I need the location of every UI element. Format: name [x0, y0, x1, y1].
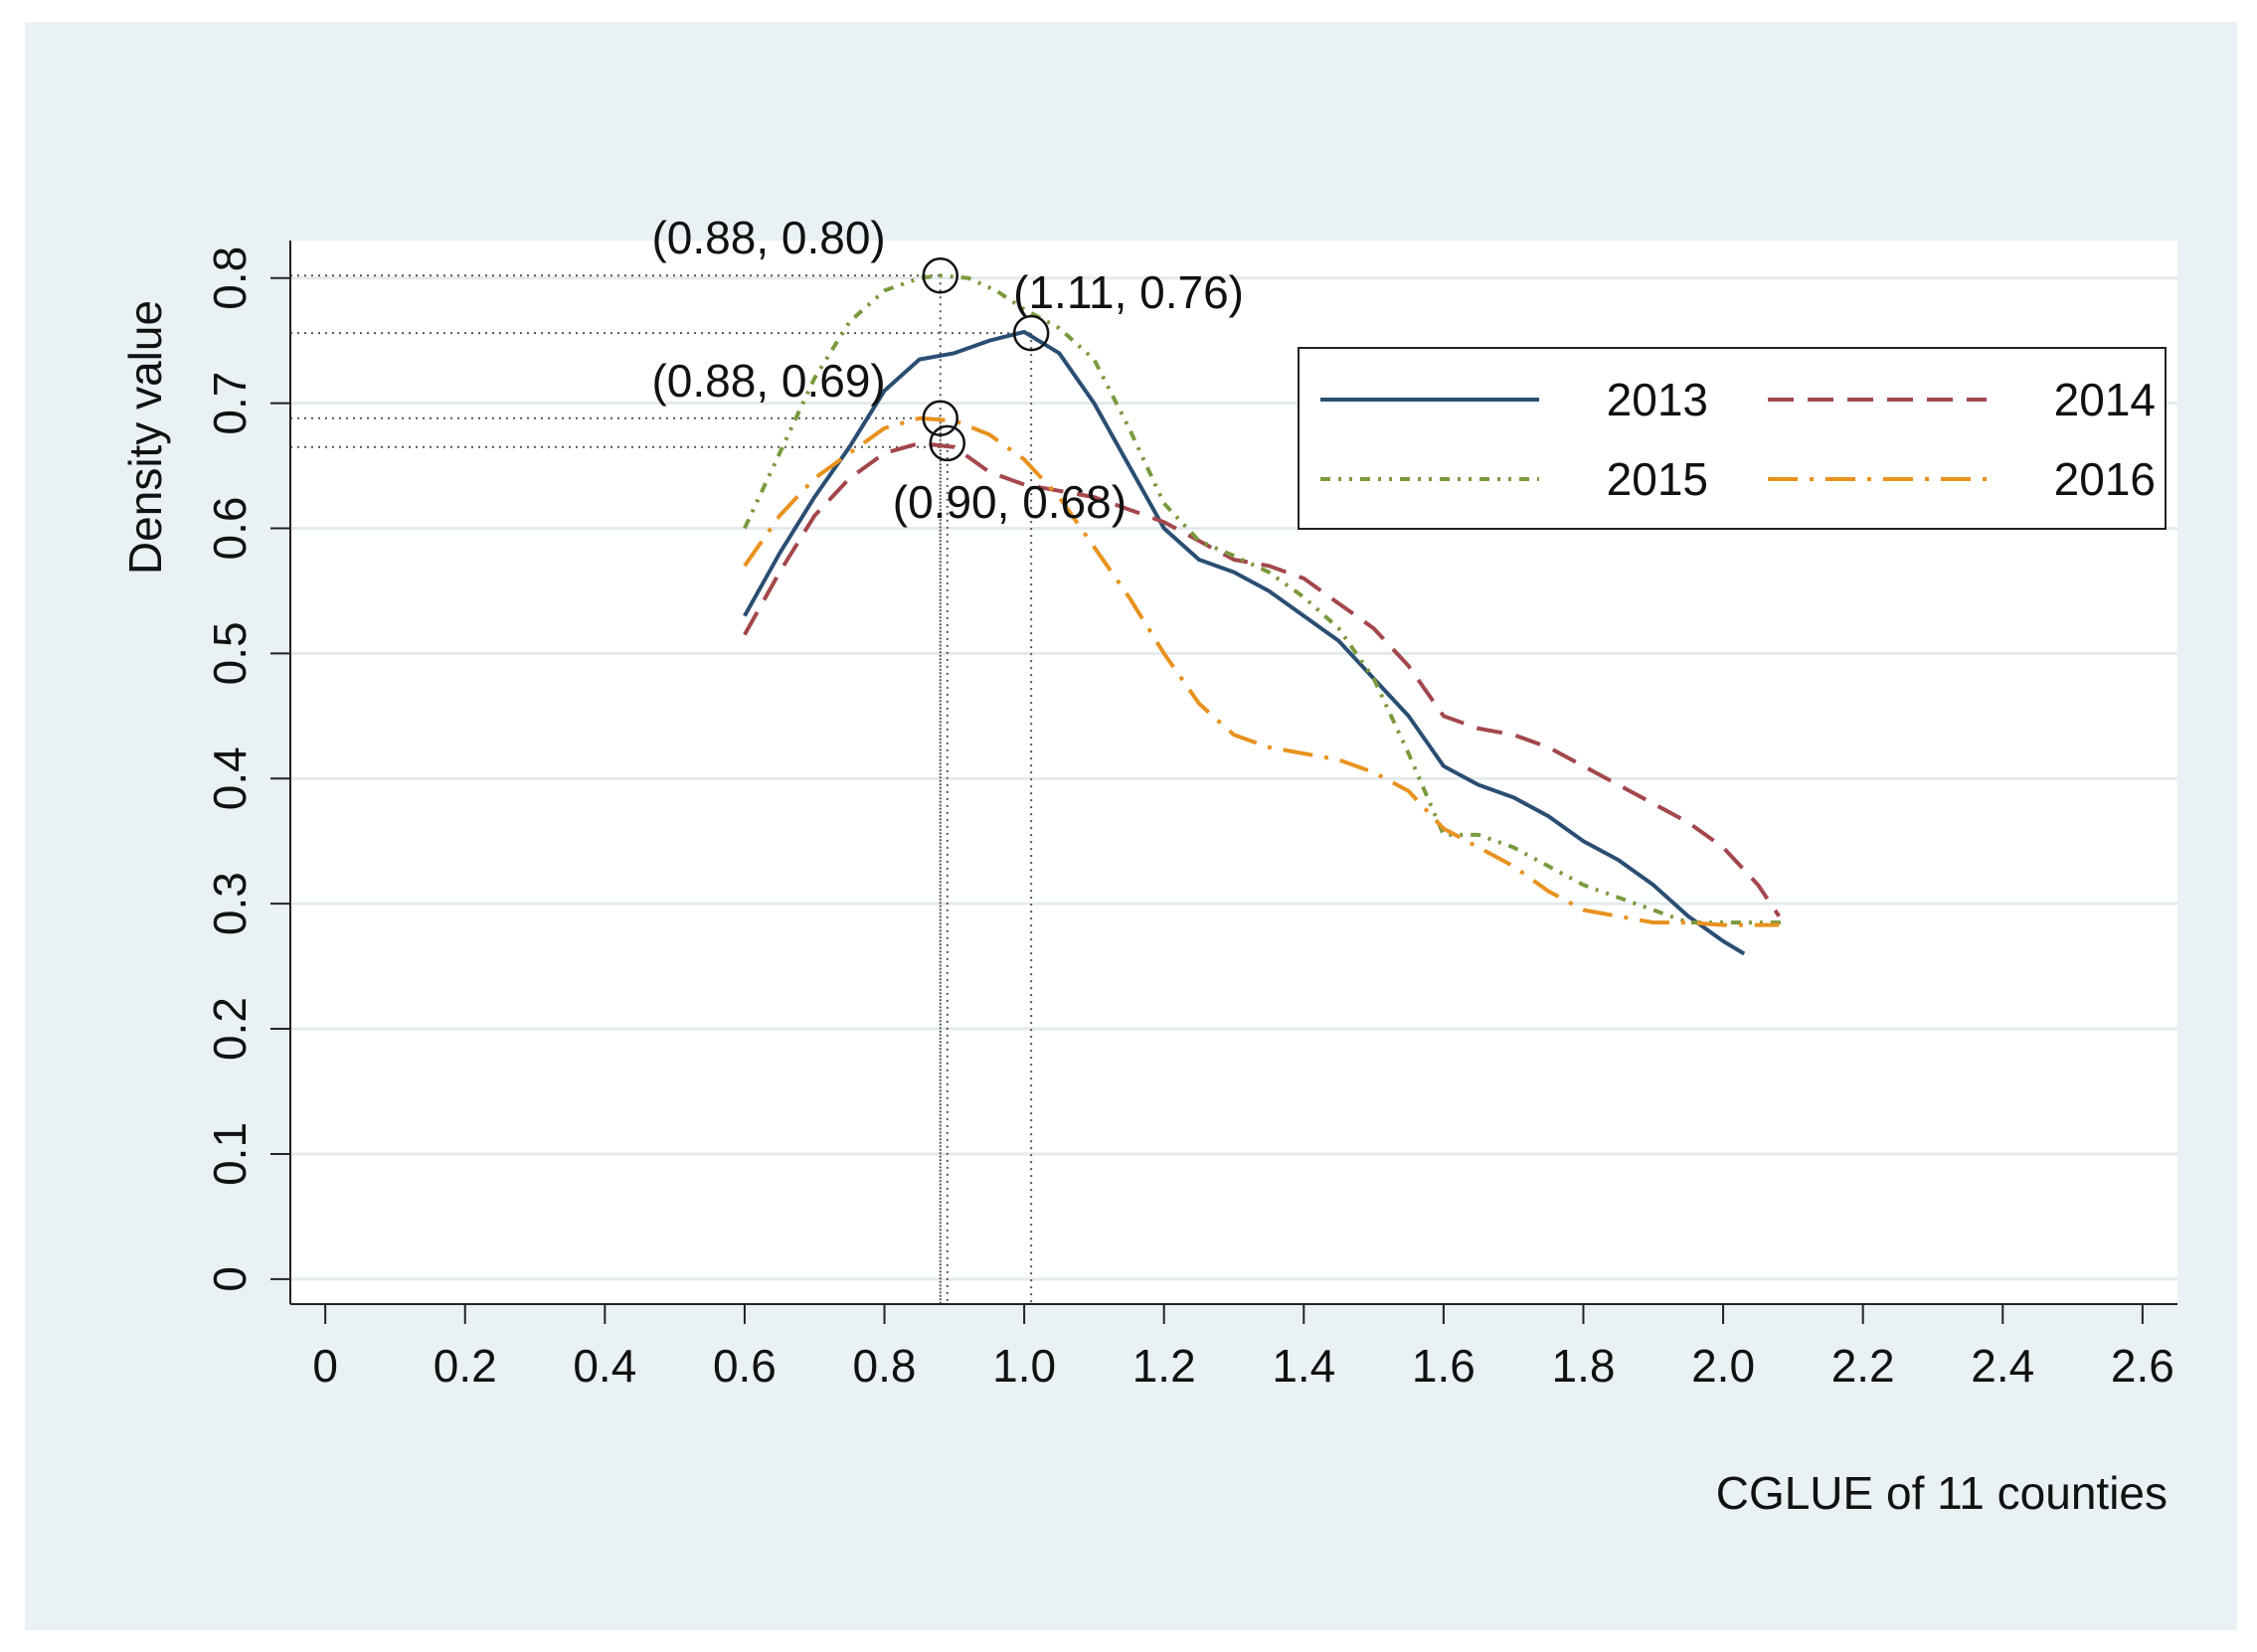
- legend-entries: 2013 2014 2015 2016: [1320, 374, 2156, 505]
- series-line-2013: [743, 329, 1746, 956]
- annotation-label-3: (0.90, 0.68): [893, 476, 1127, 528]
- x-tick-label: 2.6: [2111, 1340, 2174, 1392]
- peak-marker-2: [922, 400, 959, 437]
- x-tick-label: 1.8: [1552, 1340, 1616, 1392]
- x-tick-label: 0.6: [713, 1340, 777, 1392]
- x-tick-label: 1.2: [1132, 1340, 1196, 1392]
- annotation-label-0: (0.88, 0.80): [651, 212, 885, 263]
- x-tick-label: 0.8: [853, 1340, 917, 1392]
- peak-marker-0: [922, 256, 959, 294]
- x-axis-ticks: 0 0.2 0.4 0.6 0.8 1.0 1.2 1.4 1.6 1.8 2.0 2.2 2.4 2.6: [312, 1304, 2174, 1392]
- legend-label-2014: 2014: [2054, 374, 2156, 425]
- x-tick-label: 0.4: [573, 1340, 636, 1392]
- legend-box: [1298, 347, 2167, 530]
- annotation-label-1: (1.11, 0.76): [1013, 266, 1244, 318]
- annotation-guides: [290, 274, 1033, 1304]
- y-tick-label: 0: [204, 1266, 256, 1292]
- x-tick-label: 0.2: [434, 1340, 497, 1392]
- peak-markers: [922, 256, 1050, 462]
- y-tick-label: 0.8: [204, 247, 256, 310]
- x-tick-label: 2.2: [1831, 1340, 1895, 1392]
- annotation-label-2: (0.88, 0.69): [651, 355, 885, 407]
- series-line-2016: [743, 415, 1780, 927]
- annotation-labels: (0.88, 0.80) (1.11, 0.76) (0.88, 0.69) (0.9…: [651, 212, 1243, 528]
- x-tick-label: 1.0: [992, 1340, 1056, 1392]
- x-tick-label: 2.0: [1691, 1340, 1755, 1392]
- series-line-2014: [743, 440, 1781, 917]
- y-axis-ticks: 0 0.1 0.2 0.3 0.4 0.5 0.6 0.7 0.8: [204, 247, 290, 1292]
- y-tick-label: 0.4: [204, 746, 256, 810]
- legend-label-2013: 2013: [1607, 374, 1708, 425]
- legend: 2013 2014 2015 2016: [1298, 347, 2167, 530]
- legend-label-2015: 2015: [1607, 453, 1708, 505]
- x-axis-label: CGLUE of 11 counties: [1716, 1467, 2168, 1519]
- y-tick-label: 0.2: [204, 997, 256, 1061]
- y-tick-label: 0.3: [204, 872, 256, 935]
- y-tick-label: 0.6: [204, 497, 256, 561]
- y-tick-label: 0.7: [204, 372, 256, 435]
- x-tick-label: 2.4: [1971, 1340, 2034, 1392]
- x-tick-label: 1.6: [1412, 1340, 1476, 1392]
- x-tick-label: 0: [312, 1340, 338, 1392]
- legend-label-2016: 2016: [2054, 453, 2156, 505]
- y-axis-label: Density value: [119, 300, 171, 575]
- peak-marker-1: [1012, 314, 1050, 352]
- y-tick-label: 0.5: [204, 621, 256, 685]
- x-tick-label: 1.4: [1272, 1340, 1335, 1392]
- peak-marker-3: [929, 424, 966, 462]
- y-tick-label: 0.1: [204, 1122, 256, 1186]
